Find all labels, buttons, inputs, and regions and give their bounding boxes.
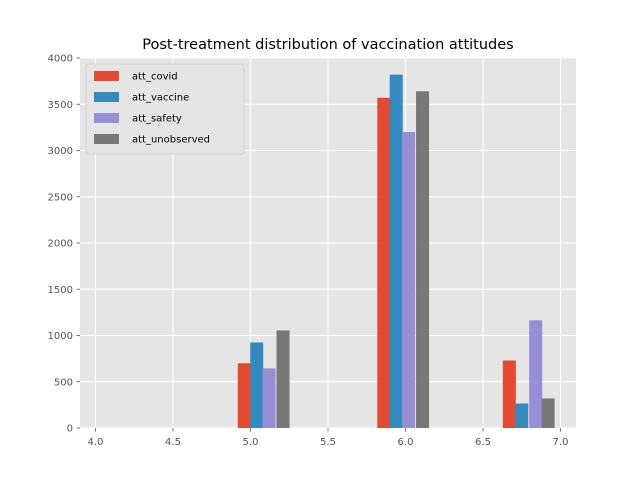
y-tick-label: 4000	[48, 54, 73, 65]
bar-att-safety	[262, 368, 276, 428]
bar-att-covid	[237, 363, 251, 428]
legend: att_covid att_vaccine att_safety att_unobse…	[85, 63, 245, 155]
x-tick-label: 6.5	[475, 437, 491, 448]
bar-att-covid	[502, 360, 516, 428]
legend-label: att_safety	[132, 114, 182, 125]
x-tick-label: 4.0	[88, 437, 104, 448]
legend-label: att_covid	[132, 72, 178, 83]
bar-att-unobserved	[541, 398, 555, 428]
bar-att-unobserved	[416, 91, 430, 429]
x-tick-label: 5.0	[243, 437, 259, 448]
legend-swatch	[94, 113, 119, 123]
bar-att-unobserved	[276, 330, 290, 428]
gridlines	[80, 57, 576, 429]
bar-att-vaccine	[389, 74, 403, 429]
bar-att-safety	[402, 132, 416, 428]
bar-att-vaccine	[515, 403, 529, 428]
legend-swatch	[94, 134, 119, 144]
legend-box	[85, 63, 245, 155]
legend-label: att_vaccine	[132, 93, 189, 104]
x-tick-label: 5.5	[320, 437, 336, 448]
x-axis-ticks: 4.0 4.5 5.0 5.5 6.0 6.5 7.0	[88, 428, 569, 448]
legend-label: att_unobserved	[132, 135, 210, 146]
y-tick-label: 3000	[48, 146, 73, 157]
legend-swatch	[94, 92, 119, 102]
y-tick-label: 2000	[48, 239, 73, 250]
bar-att-covid	[377, 97, 391, 429]
bars	[237, 74, 555, 429]
x-tick-label: 6.0	[398, 437, 414, 448]
y-tick-label: 1500	[48, 285, 73, 296]
y-tick-label: 0	[67, 424, 73, 435]
bar-att-safety	[529, 320, 543, 428]
y-tick-label: 2500	[48, 192, 73, 203]
y-axis-ticks: 0 500 1000 1500 2000 2500 3000 3500 4000	[48, 54, 80, 435]
y-tick-label: 3500	[48, 100, 73, 111]
y-tick-label: 1000	[48, 331, 73, 342]
x-tick-label: 4.5	[165, 437, 181, 448]
y-tick-label: 500	[54, 377, 73, 388]
chart-title: Post-treatment distribution of vaccinati…	[142, 37, 514, 53]
legend-swatch	[94, 71, 119, 81]
bar-att-vaccine	[250, 342, 264, 428]
x-tick-label: 7.0	[553, 437, 569, 448]
